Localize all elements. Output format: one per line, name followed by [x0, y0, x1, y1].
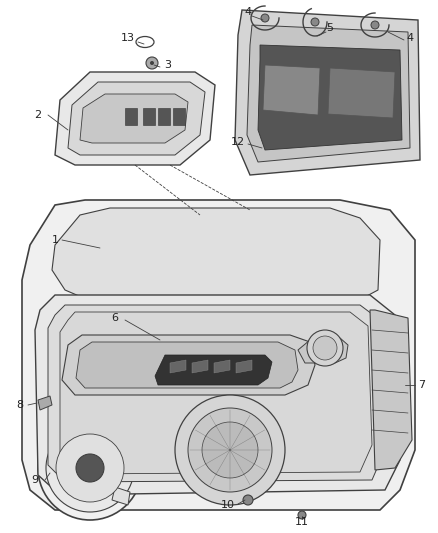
Text: 4: 4	[244, 7, 251, 17]
Text: 7: 7	[418, 380, 426, 390]
Polygon shape	[143, 108, 155, 125]
Circle shape	[298, 511, 306, 519]
Circle shape	[38, 416, 142, 520]
Text: 2: 2	[35, 110, 42, 120]
Text: 8: 8	[17, 400, 24, 410]
Polygon shape	[258, 45, 402, 150]
Text: 10: 10	[221, 500, 235, 510]
Circle shape	[175, 395, 285, 505]
Polygon shape	[80, 94, 188, 143]
Polygon shape	[38, 396, 52, 410]
Polygon shape	[158, 108, 170, 125]
Polygon shape	[60, 312, 372, 474]
Circle shape	[307, 330, 343, 366]
Text: 11: 11	[295, 517, 309, 527]
Polygon shape	[298, 338, 348, 363]
Polygon shape	[48, 305, 385, 482]
Text: 9: 9	[32, 475, 39, 485]
Circle shape	[261, 14, 269, 22]
Text: 12: 12	[231, 137, 245, 147]
Circle shape	[313, 336, 337, 360]
Circle shape	[202, 422, 258, 478]
Polygon shape	[235, 10, 420, 175]
Circle shape	[76, 454, 104, 482]
Polygon shape	[170, 360, 186, 373]
Polygon shape	[68, 82, 205, 155]
Polygon shape	[52, 208, 380, 305]
Text: 3: 3	[165, 60, 172, 70]
Text: 4: 4	[406, 33, 413, 43]
Circle shape	[188, 408, 272, 492]
Polygon shape	[214, 360, 230, 373]
Polygon shape	[263, 65, 320, 115]
Polygon shape	[370, 310, 412, 470]
Polygon shape	[22, 200, 415, 510]
Text: 1: 1	[52, 235, 59, 245]
Circle shape	[56, 434, 124, 502]
Polygon shape	[55, 72, 215, 165]
Polygon shape	[173, 108, 185, 125]
Polygon shape	[328, 68, 395, 118]
Polygon shape	[192, 360, 208, 373]
Polygon shape	[155, 355, 272, 385]
Polygon shape	[247, 25, 410, 162]
Polygon shape	[62, 335, 315, 395]
Polygon shape	[125, 108, 137, 125]
Polygon shape	[112, 487, 130, 505]
Circle shape	[46, 424, 134, 512]
Polygon shape	[35, 295, 400, 495]
Polygon shape	[236, 360, 252, 373]
Ellipse shape	[136, 36, 154, 47]
Text: 5: 5	[326, 23, 333, 33]
Circle shape	[150, 61, 154, 65]
Text: 6: 6	[112, 313, 119, 323]
Circle shape	[146, 57, 158, 69]
Circle shape	[311, 18, 319, 26]
Circle shape	[371, 21, 379, 29]
Text: 13: 13	[121, 33, 135, 43]
Polygon shape	[76, 342, 298, 388]
Circle shape	[243, 495, 253, 505]
